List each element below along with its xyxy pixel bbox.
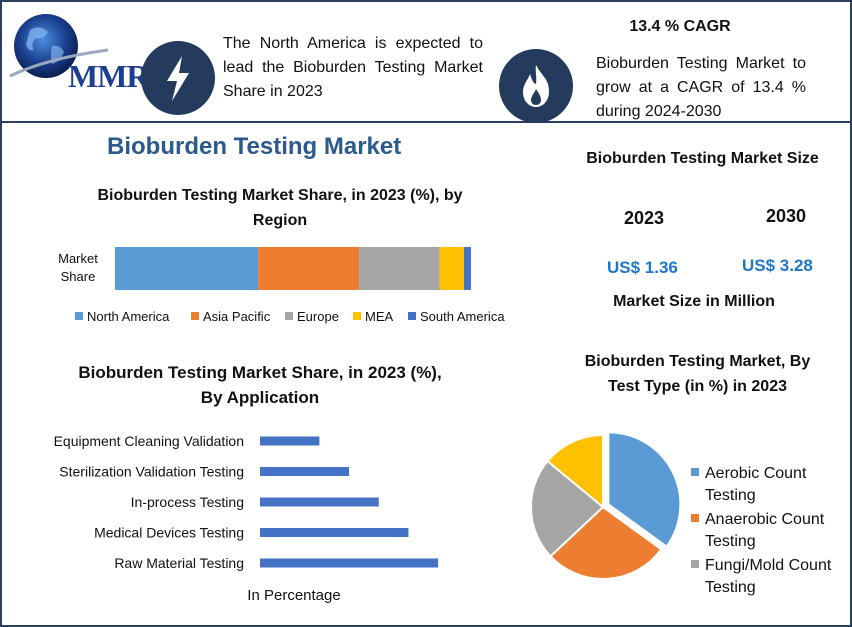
legend-swatch-mea	[353, 312, 361, 320]
legend-label-asia-pacific: Asia Pacific	[203, 309, 271, 324]
region-bar-south-america	[464, 247, 471, 290]
app-bar-equipment-cleaning-validation	[260, 436, 320, 446]
pie-legend-swatch-aerobic-count-testing	[691, 468, 699, 476]
mmr-logo: MMR	[8, 10, 150, 94]
market-size-2030-value: US$ 3.28	[742, 256, 813, 275]
logo-text: MMR	[68, 58, 150, 94]
legend-swatch-north-america	[75, 312, 83, 320]
header-divider	[0, 121, 852, 123]
lightning-icon	[167, 56, 189, 101]
pie-slice-fungi-mold-count-testing	[530, 459, 605, 558]
region-stacked-bar-chart: Market Share North America Asia Pacific Euro…	[58, 247, 505, 324]
app-x-axis-label: In Percentage	[247, 587, 340, 604]
page-title: Bioburden Testing Market	[107, 133, 402, 160]
app-label-equipment-cleaning-validation: Equipment Cleaning Validation	[54, 433, 244, 449]
legend-swatch-europe	[285, 312, 293, 320]
legend-label-mea: MEA	[365, 309, 394, 324]
application-chart-title: Bioburden Testing Market Share, in 2023 …	[40, 360, 480, 410]
application-bar-chart: Equipment Cleaning Validation Sterilizati…	[54, 433, 439, 604]
market-size-2023-value: US$ 1.36	[607, 258, 678, 277]
pie-legend-label-aerobic-count-testing: Aerobic Count Testing	[705, 465, 807, 504]
flame-icon	[523, 65, 549, 107]
cagr-statement: Bioburden Testing Market to grow at a CA…	[596, 55, 806, 120]
legend-label-europe: Europe	[297, 309, 339, 324]
app-bar-in-process-testing	[260, 497, 379, 507]
market-size-title: Bioburden Testing Market Size	[586, 150, 819, 167]
globe-icon	[9, 14, 109, 78]
app-label-sterilization-validation-testing: Sterilization Validation Testing	[59, 464, 244, 480]
region-category-label: Market Share	[58, 251, 98, 284]
application-chart-title-line1: Bioburden Testing Market Share, in 2023 …	[78, 363, 442, 382]
test-type-chart-title: Bioburden Testing Market, By Test Type (…	[555, 349, 840, 399]
pie-slice-others	[546, 433, 604, 510]
app-bar-raw-material-testing	[260, 558, 439, 568]
pie-legend-swatch-fungi-mold-count-testing	[691, 560, 699, 568]
legend-label-south-america: South America	[420, 309, 505, 324]
region-bar-mea	[439, 247, 465, 290]
region-bar-europe	[359, 247, 440, 290]
app-label-medical-devices-testing: Medical Devices Testing	[94, 525, 244, 541]
app-label-in-process-testing: In-process Testing	[131, 494, 244, 510]
pie-legend-label-anaerobic-count-testing: Anaerobic Count Testing	[705, 511, 825, 550]
region-chart-title-line1: Bioburden Testing Market Share, in 2023 …	[97, 187, 463, 204]
test-type-pie-chart: Aerobic Count Testing Anaerobic Count Testi…	[530, 431, 832, 596]
pie-legend-label-fungi-mold-count-testing: Fungi/Mold Count Testing	[705, 557, 832, 596]
flame-badge	[499, 49, 573, 123]
year-2030-label: 2030	[766, 206, 807, 226]
legend-swatch-asia-pacific	[191, 312, 199, 320]
north-america-statement: The North America is expected to lead th…	[223, 35, 483, 100]
region-chart-title-line2: Region	[252, 212, 308, 229]
region-bar-asia-pacific	[258, 247, 360, 290]
app-label-raw-material-testing: Raw Material Testing	[114, 555, 244, 571]
year-2023-label: 2023	[624, 208, 665, 228]
pie-slice-aerobic-count-testing	[607, 431, 682, 548]
lightning-badge	[141, 41, 215, 115]
test-type-chart-title-line1: Bioburden Testing Market, By	[584, 353, 811, 370]
region-chart-title: Bioburden Testing Market Share, in 2023 …	[60, 183, 500, 233]
application-chart-title-line2: By Application	[200, 388, 320, 407]
test-type-chart-title-line2: Test Type (in %) in 2023	[607, 378, 787, 395]
pie-legend-swatch-anaerobic-count-testing	[691, 514, 699, 522]
pie-slice-anaerobic-count-testing	[549, 505, 663, 580]
legend-swatch-south-america	[408, 312, 416, 320]
region-bar-north-america	[115, 247, 259, 290]
app-bar-medical-devices-testing	[260, 528, 409, 537]
market-size-unit-label: Market Size in Million	[613, 293, 775, 310]
legend-label-north-america: North America	[87, 309, 170, 324]
cagr-title: 13.4 % CAGR	[629, 18, 731, 35]
app-bar-sterilization-validation-testing	[260, 467, 350, 476]
